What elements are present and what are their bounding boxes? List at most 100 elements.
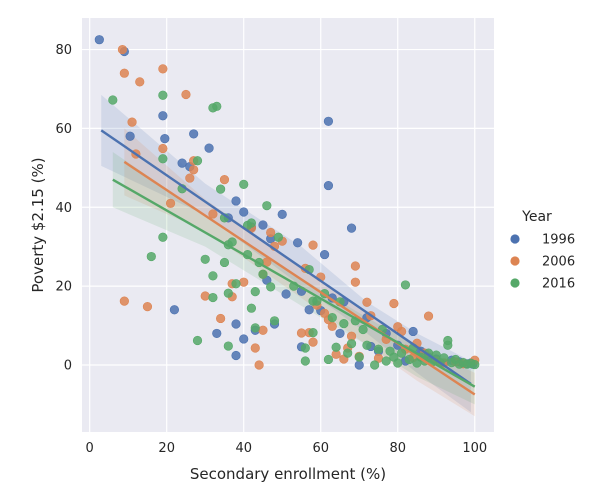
data-point	[239, 277, 249, 287]
data-point	[319, 249, 330, 260]
data-point	[185, 173, 195, 183]
data-point	[262, 201, 272, 211]
legend: Year 1996 2006 2016	[510, 209, 575, 292]
data-point	[296, 328, 307, 338]
data-point	[158, 64, 168, 74]
data-point	[158, 143, 168, 154]
data-point	[389, 298, 399, 309]
regression-lines	[100, 129, 476, 396]
data-point	[300, 356, 310, 366]
data-point	[362, 297, 372, 307]
data-point	[250, 323, 260, 333]
y-tick-labels: 0 20 40 60 80	[55, 43, 72, 373]
legend-label: 2016	[542, 277, 575, 292]
data-point	[277, 209, 287, 219]
data-point	[231, 279, 241, 289]
data-point	[350, 277, 360, 287]
data-point	[119, 68, 129, 78]
data-point	[119, 296, 129, 306]
data-point	[396, 348, 407, 358]
data-point	[231, 319, 241, 329]
data-point	[219, 175, 230, 185]
y-tick-label: 20	[55, 280, 72, 295]
x-tick-label: 0	[86, 441, 94, 456]
data-point	[308, 328, 318, 338]
data-point	[239, 334, 249, 344]
data-point	[223, 341, 233, 351]
data-point	[331, 342, 341, 352]
data-point	[400, 280, 411, 290]
data-point	[327, 321, 337, 331]
x-tick-labels: 0 20 40 60 80 100	[86, 441, 488, 456]
data-point	[250, 287, 260, 297]
data-point	[346, 223, 357, 233]
data-point	[94, 35, 104, 45]
data-point	[370, 360, 380, 370]
data-point	[269, 316, 280, 326]
data-point	[354, 352, 364, 362]
data-point	[219, 257, 230, 268]
legend-marker	[510, 278, 520, 288]
data-point	[281, 289, 291, 299]
y-tick-label: 0	[64, 358, 72, 373]
regression-line	[100, 129, 472, 385]
y-tick-label: 60	[55, 122, 72, 137]
data-point	[323, 354, 334, 365]
data-point	[343, 348, 353, 358]
data-point	[258, 220, 268, 230]
data-point	[181, 89, 191, 100]
data-point	[443, 340, 453, 350]
data-point	[189, 165, 199, 175]
data-point	[470, 359, 480, 370]
data-point	[208, 292, 218, 303]
data-point	[189, 129, 199, 139]
data-point	[200, 254, 210, 264]
data-point	[300, 343, 310, 353]
data-point	[323, 180, 334, 191]
regression-line	[123, 160, 476, 396]
data-point	[223, 288, 233, 298]
data-point	[127, 117, 137, 127]
data-point	[258, 325, 268, 335]
data-point	[108, 95, 118, 105]
x-axis-label: Secondary enrollment (%)	[190, 465, 386, 483]
data-point	[212, 328, 222, 339]
data-point	[239, 179, 249, 189]
data-point	[177, 158, 187, 168]
data-point	[358, 324, 368, 335]
data-point	[258, 269, 268, 279]
data-point	[158, 111, 168, 121]
data-point	[158, 154, 168, 164]
data-point	[231, 196, 241, 206]
data-point	[266, 227, 276, 238]
data-point	[246, 303, 257, 313]
data-point	[423, 311, 434, 321]
x-tick-label: 60	[312, 441, 329, 456]
data-point	[335, 328, 345, 339]
data-point	[404, 354, 414, 365]
y-tick-label: 80	[55, 43, 72, 58]
data-point	[158, 90, 168, 100]
x-tick-label: 20	[158, 441, 175, 456]
data-point	[373, 344, 384, 354]
data-point	[327, 313, 337, 323]
legend-title: Year	[521, 209, 552, 225]
data-point	[304, 305, 314, 315]
data-point	[439, 353, 449, 363]
regression-line	[112, 178, 476, 388]
data-point	[346, 339, 357, 349]
data-point	[216, 184, 226, 194]
data-point	[117, 44, 128, 55]
data-point	[408, 326, 418, 337]
x-tick-label: 80	[389, 441, 406, 456]
data-point	[293, 238, 303, 248]
data-point	[125, 131, 135, 141]
data-point	[323, 116, 334, 126]
data-point	[192, 156, 203, 166]
data-point	[273, 232, 283, 242]
legend-marker	[510, 234, 520, 244]
legend-label: 2006	[542, 255, 575, 270]
legend-marker	[510, 256, 520, 266]
data-point	[308, 240, 318, 250]
